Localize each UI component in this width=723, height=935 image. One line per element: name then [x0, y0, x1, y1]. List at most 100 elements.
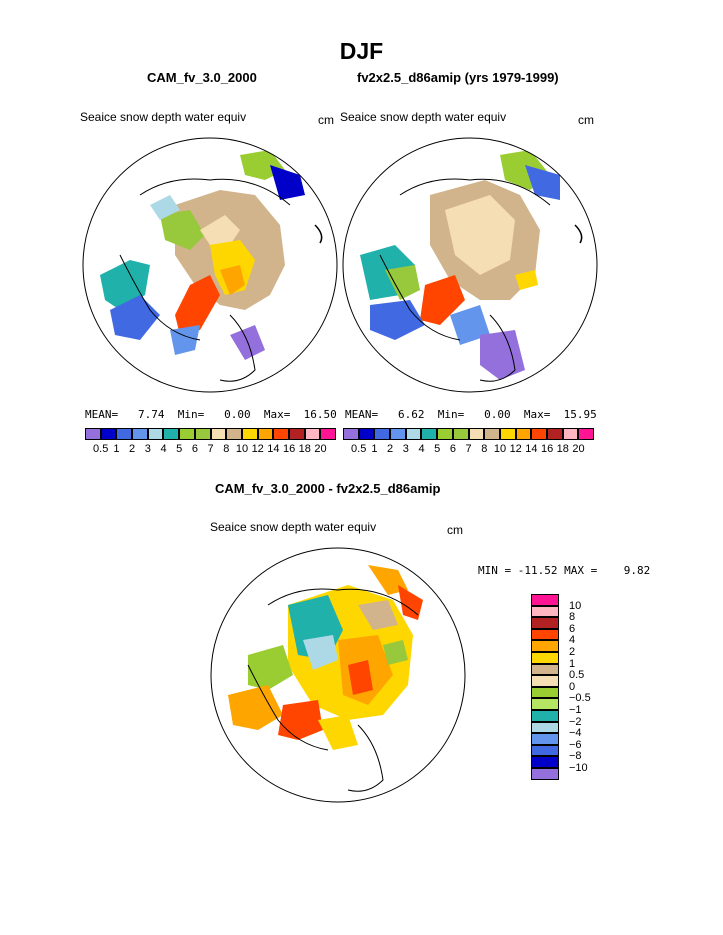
left-colorbar-swatch: [85, 428, 101, 440]
diff-colorbar-tick-label: 8: [569, 611, 576, 624]
left-colorbar-swatch: [116, 428, 133, 440]
right-colorbar-swatch: [531, 428, 547, 440]
left-colorbar-tick-label: 6: [191, 443, 198, 455]
diff-colorbar-tick-label: 4: [569, 634, 576, 647]
diff-colorbar-swatch: [531, 767, 559, 780]
right-colorbar-tick-label: 20: [572, 443, 585, 455]
right-colorbar-swatch: [578, 428, 594, 440]
right-colorbar-tick-label: 0.5: [351, 443, 367, 455]
diff-colorbar-swatch: [531, 640, 559, 652]
right-coastline-europe: [479, 314, 516, 382]
left-colorbar-swatch: [132, 428, 148, 440]
right-polar-map: [342, 137, 598, 393]
right-colorbar-swatch: [421, 428, 438, 440]
diff-colorbar-swatch: [531, 675, 559, 687]
diff-colorbar-swatch: [531, 617, 559, 629]
diff-colorbar: 10 8 6 4 2 1 0.5 0 −0.5 −1 −2 −4 −6 −8 −10: [531, 594, 621, 780]
diff-colorbar-tick-label: −2: [569, 715, 582, 728]
diff-colorbar-tick-label: −0.5: [569, 692, 591, 705]
bottom-variable-label: Seaice snow depth water equiv: [210, 520, 377, 534]
left-colorbar-swatch: [147, 428, 164, 440]
diff-colorbar-swatch: [531, 744, 559, 757]
diff-colorbar-tick-label: 1: [569, 657, 576, 670]
left-variable-label: Seaice snow depth water equiv: [80, 110, 247, 124]
left-colorbar-swatch: [226, 428, 242, 440]
right-colorbar-tick-label: 16: [540, 443, 554, 455]
left-colorbar-swatch: [179, 428, 195, 440]
right-colorbar-tick-label: 2: [387, 443, 394, 455]
diff-colorbar-swatch: [531, 651, 559, 664]
left-coastline-north: [139, 178, 291, 206]
left-colorbar-swatch: [273, 428, 289, 440]
diff-colorbar-swatch: [531, 756, 559, 768]
right-colorbar-tick-label: 5: [434, 443, 441, 455]
right-colorbar-swatch: [484, 428, 500, 440]
left-field-wheat: [200, 215, 240, 245]
diff-colorbar-swatch: [531, 628, 559, 641]
left-colorbar-tick-label: 0.5: [93, 443, 109, 455]
right-colorbar-swatch: [546, 428, 563, 440]
right-field-red: [420, 275, 465, 325]
diff-colorbar-tick-label: −4: [569, 727, 582, 740]
bottom-coastline-west: [247, 664, 329, 751]
left-colorbar-swatch: [100, 428, 117, 440]
bottom-coastline-europe: [347, 724, 384, 792]
right-colorbar-swatch: [343, 428, 359, 440]
right-colorbar-swatch: [405, 428, 422, 440]
right-colorbar-tick-label: 10: [493, 443, 507, 455]
right-map-border: [342, 137, 598, 393]
right-map-field: [360, 150, 583, 382]
right-field-gold: [515, 270, 538, 290]
left-max-value: 16.50: [303, 408, 337, 421]
right-colorbar-tick-label: 12: [509, 443, 522, 455]
right-stats: MEAN= 6.62 Min= 0.00 Max= 15.95: [345, 408, 597, 421]
left-max-label: Max=: [263, 408, 291, 421]
right-units-label: cm: [578, 113, 594, 127]
right-field-green: [385, 265, 420, 300]
right-max-label: Max=: [523, 408, 551, 421]
left-colorbar-tick-label: 20: [314, 443, 327, 455]
left-colorbar-tick-label: 12: [251, 443, 264, 455]
diff-colorbar-swatch: [531, 721, 559, 734]
left-colorbar-tick-label: 10: [235, 443, 249, 455]
left-colorbar-tick-label: 14: [267, 443, 280, 455]
left-field-orange: [220, 265, 245, 295]
right-colorbar-swatch: [499, 428, 516, 440]
left-mean-value: 7.74: [138, 408, 165, 421]
left-colorbar-tick-label: 1: [113, 443, 120, 455]
diff-colorbar-tick-label: −1: [569, 704, 582, 716]
diff-colorbar-swatch: [531, 686, 559, 699]
right-colorbar: 0.5 1 2 3 4 5 6 7 8 10 12 14 16 18 20: [343, 428, 595, 457]
diff-colorbar-swatch: [531, 594, 559, 606]
left-stats: MEAN= 7.74 Min= 0.00 Max= 16.50: [85, 408, 337, 421]
left-field-pale: [150, 195, 180, 220]
diff-colorbar-tick-label: −8: [569, 750, 582, 763]
left-colorbar-tick-label: 16: [282, 443, 296, 455]
left-colorbar-tick-label: 3: [144, 443, 151, 455]
bottom-units-label: cm: [447, 523, 463, 537]
left-colorbar-swatch: [288, 428, 305, 440]
diff-colorbar-tick-label: 2: [569, 646, 576, 658]
bottom-field-green2: [383, 640, 408, 665]
bottom-field-green: [248, 645, 293, 690]
left-colorbar-tick-label: 7: [207, 443, 214, 455]
left-coastline-east: [314, 224, 323, 244]
right-colorbar-tick-label: 3: [402, 443, 409, 455]
bottom-stats: MIN = -11.52 MAX = 9.82: [478, 564, 651, 577]
left-colorbar-tick-label: 2: [129, 443, 136, 455]
page-title: DJF: [339, 38, 384, 64]
left-field-green: [160, 210, 205, 250]
left-min-label: Min=: [177, 408, 205, 421]
right-min-value: 0.00: [484, 408, 511, 421]
bottom-field-gold2: [318, 715, 358, 750]
left-field-lightblue: [170, 325, 200, 355]
right-colorbar-swatch: [468, 428, 485, 440]
right-mean-value: 6.62: [398, 408, 425, 421]
right-panel-title: fv2x2.5_d86amip (yrs 1979-1999): [357, 70, 559, 85]
left-colorbar-tick-label: 4: [160, 443, 167, 455]
bottom-field-pale: [303, 635, 338, 670]
bottom-field-orange2: [228, 685, 283, 730]
bottom-field-orange3: [368, 565, 408, 595]
right-colorbar-swatch: [358, 428, 375, 440]
left-panel-title: CAM_fv_3.0_2000: [147, 70, 257, 85]
